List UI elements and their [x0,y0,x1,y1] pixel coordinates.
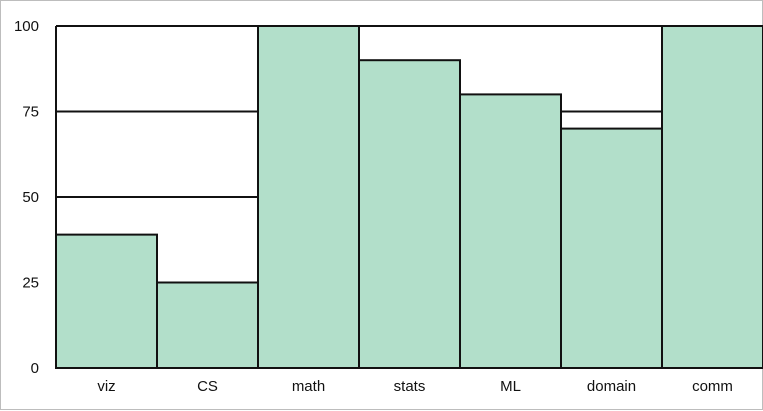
x-tick-label: stats [394,378,426,395]
bar-ML [459,93,562,370]
x-tick-label: domain [587,378,636,395]
bar-comm [661,25,763,369]
bar-math [257,25,360,369]
y-tick-label: 75 [22,104,39,121]
x-tick-label: math [292,378,325,395]
x-tick-label: ML [500,378,521,395]
x-tick-label: viz [97,378,115,395]
axes [55,26,763,369]
y-tick-label: 25 [22,275,39,292]
y-tick-labels: 0 25 50 75 100 [14,18,39,377]
y-tick-label: 50 [22,189,39,206]
bar-domain [560,127,663,369]
bar-stats [358,59,461,369]
x-tick-labels: viz CS math stats ML domain comm [97,378,733,395]
x-tick-label: comm [692,378,733,395]
bar-CS [156,281,259,369]
x-tick-label: CS [197,378,218,395]
y-tick-label: 0 [31,360,39,377]
bar-viz [55,233,158,369]
bars [55,25,763,370]
y-tick-label: 100 [14,18,39,35]
